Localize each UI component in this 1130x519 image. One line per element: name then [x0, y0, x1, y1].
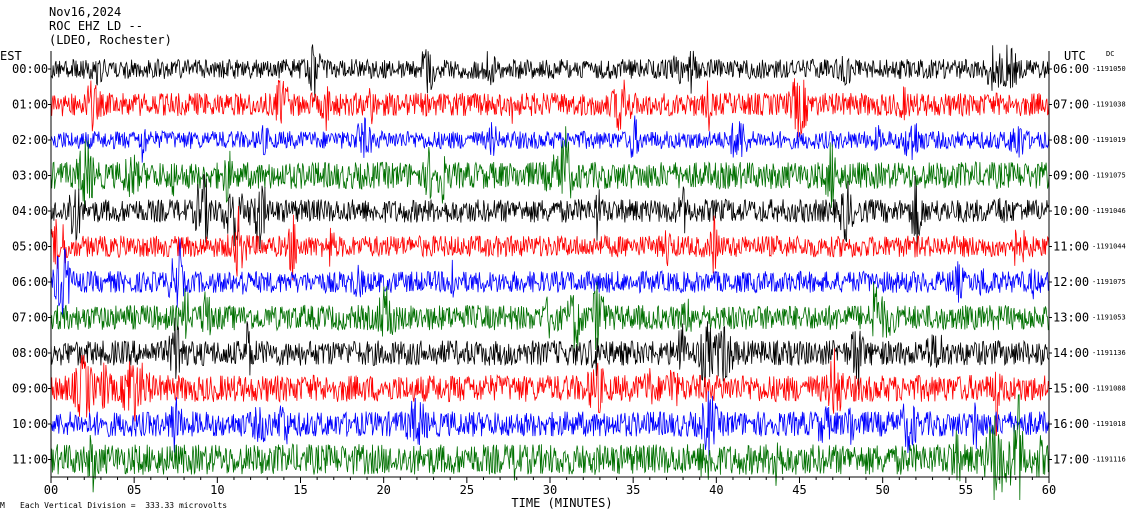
dc-offset-value: -1191038: [1092, 101, 1126, 109]
dc-offset-value: -1191075: [1092, 278, 1126, 286]
dc-offset-value: -1191044: [1092, 243, 1126, 251]
est-hour-label: 01:00: [12, 98, 48, 112]
x-tick-label: 50: [875, 483, 889, 497]
utc-hour-label: 16:00: [1053, 417, 1089, 431]
x-tick-label: 30: [543, 483, 557, 497]
trace-row-0400: [50, 174, 1050, 252]
utc-hour-label: 13:00: [1053, 311, 1089, 325]
est-hour-label: 08:00: [12, 346, 48, 360]
dc-offset-value: -1191046: [1092, 207, 1126, 215]
dc-offset-value: -1191075: [1092, 172, 1126, 180]
est-hour-label: 11:00: [12, 453, 48, 467]
trace-row-0500: [50, 205, 1050, 281]
x-tick-label: 60: [1042, 483, 1056, 497]
x-tick-label: 35: [626, 483, 640, 497]
x-tick-label: 05: [127, 483, 141, 497]
est-hour-label: 05:00: [12, 240, 48, 254]
utc-hour-label: 14:00: [1053, 346, 1089, 360]
x-tick-label: 45: [792, 483, 806, 497]
dc-offset-value: -1191053: [1092, 314, 1126, 322]
est-hour-label: 00:00: [12, 62, 48, 76]
utc-hour-label: 06:00: [1053, 62, 1089, 76]
trace-row-0900: [50, 348, 1050, 437]
est-hour-label: 04:00: [12, 204, 48, 218]
x-tick-label: 55: [959, 483, 973, 497]
left-timezone-label: EST: [0, 49, 22, 63]
utc-hour-label: 10:00: [1053, 204, 1089, 218]
station-code: ROC EHZ LD --: [49, 19, 143, 33]
est-hour-label: 06:00: [12, 275, 48, 289]
trace-row-1000: [50, 391, 1050, 461]
utc-hour-label: 15:00: [1053, 382, 1089, 396]
utc-hour-label: 11:00: [1053, 240, 1089, 254]
dc-offset-value: -1191018: [1092, 420, 1126, 428]
x-tick-label: 25: [460, 483, 474, 497]
trace-row-0700: [50, 281, 1050, 351]
est-hour-label: 09:00: [12, 382, 48, 396]
x-tick-label: 10: [210, 483, 224, 497]
utc-hour-label: 17:00: [1053, 453, 1089, 467]
record-date: Nov16,2024: [49, 5, 122, 19]
x-tick-label: 00: [44, 483, 58, 497]
x-tick-label: 15: [293, 483, 307, 497]
dc-offset-value: -1191116: [1092, 456, 1126, 464]
station-network: (LDEO, Rochester): [49, 33, 172, 47]
time-axis: 00 05 10 15 20 25 30 35 40 45 50 55 60 TIME (MINUTES): [44, 51, 1056, 510]
est-hour-label: 02:00: [12, 133, 48, 147]
dc-offset-value: -1191019: [1092, 136, 1126, 144]
est-hour-label: 03:00: [12, 169, 48, 183]
x-tick-label: 40: [709, 483, 723, 497]
trace-row-0000: [50, 44, 1050, 101]
trace-row-0600: [50, 238, 1050, 317]
right-timezone-label: UTC: [1064, 49, 1086, 63]
trace-row-1100: [50, 394, 1050, 501]
trace-group: [50, 44, 1050, 501]
utc-hour-label: 08:00: [1053, 133, 1089, 147]
corner-mark: M: [0, 501, 5, 510]
est-hour-label: 07:00: [12, 311, 48, 325]
trace-row-0200: [50, 115, 1050, 163]
trace-row-0100: [50, 78, 1050, 138]
x-tick-label: 20: [376, 483, 390, 497]
est-hour-label: 10:00: [12, 417, 48, 431]
utc-hour-label: 09:00: [1053, 169, 1089, 183]
dc-offset-value: -1191050: [1092, 65, 1126, 73]
x-axis-title: TIME (MINUTES): [511, 496, 612, 510]
trace-row-0800: [50, 317, 1050, 390]
dc-offset-header: DC: [1106, 50, 1115, 58]
vertical-scale-note: Each Vertical Division = 333.33 microvol…: [20, 501, 228, 510]
dc-offset-value: -1191136: [1092, 349, 1126, 357]
utc-hour-label: 07:00: [1053, 98, 1089, 112]
trace-row-0300: [50, 126, 1050, 208]
utc-hour-label: 12:00: [1053, 275, 1089, 289]
dc-offset-value: -1191088: [1092, 385, 1126, 393]
